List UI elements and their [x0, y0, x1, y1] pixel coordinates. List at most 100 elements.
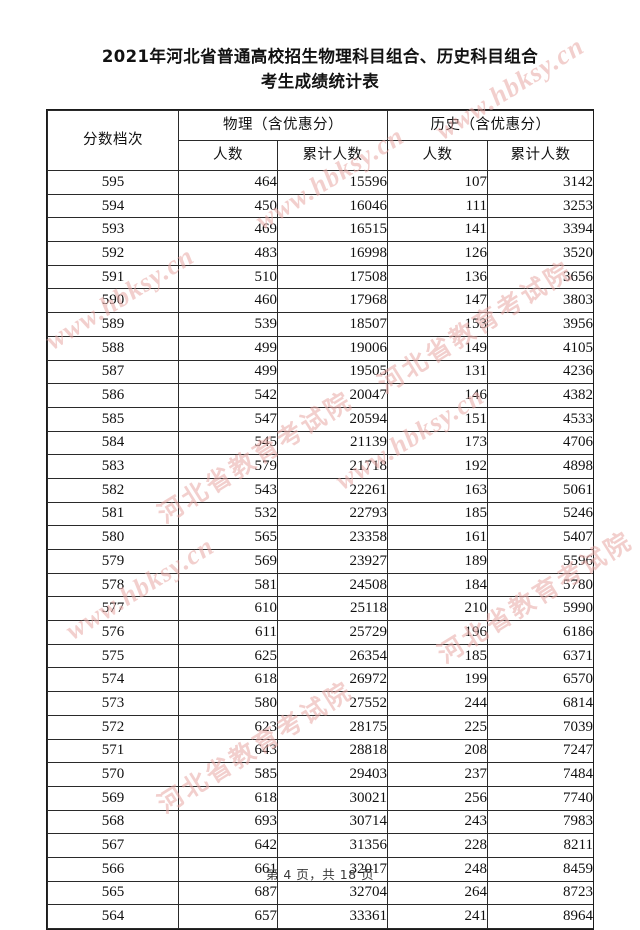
cell-history-count: 256	[387, 785, 488, 811]
cell-history-count: 225	[387, 714, 488, 740]
cell-history-count: 153	[387, 312, 488, 337]
cell-score-rank: 570	[47, 762, 179, 787]
cell-history-count: 141	[387, 217, 488, 243]
table-row: 566 661 32017 248 8459	[47, 856, 594, 882]
cell-history-cumulative: 7039	[487, 714, 594, 740]
cell-physics-count: 542	[178, 383, 278, 408]
cell-history-cumulative: 7484	[487, 762, 594, 787]
cell-score-rank: 586	[47, 383, 179, 408]
cell-physics-cumulative: 30714	[277, 809, 388, 835]
cell-score-rank: 587	[47, 359, 179, 385]
cell-score-rank: 584	[47, 430, 179, 456]
cell-history-count: 149	[387, 335, 488, 361]
cell-score-rank: 575	[47, 643, 179, 669]
cell-history-cumulative: 4898	[487, 454, 594, 479]
cell-physics-count: 499	[178, 335, 278, 361]
cell-physics-count: 693	[178, 809, 278, 835]
cell-history-cumulative: 6570	[487, 667, 594, 693]
table-row: 581 532 22793 185 5246	[47, 501, 594, 527]
cell-physics-count: 545	[178, 430, 278, 456]
cell-score-rank: 582	[47, 477, 179, 503]
table-row: 593 469 16515 141 3394	[47, 217, 594, 243]
cell-history-count: 185	[387, 501, 488, 527]
cell-history-count: 111	[387, 193, 488, 219]
table-row: 583 579 21718 192 4898	[47, 454, 594, 479]
cell-physics-count: 510	[178, 264, 278, 290]
cell-history-count: 185	[387, 643, 488, 669]
cell-physics-count: 585	[178, 762, 278, 787]
header-score-rank: 分数档次	[47, 110, 179, 171]
cell-history-cumulative: 5596	[487, 549, 594, 574]
cell-physics-cumulative: 24508	[277, 572, 388, 598]
cell-history-count: 173	[387, 430, 488, 456]
table-row: 578 581 24508 184 5780	[47, 572, 594, 598]
cell-physics-count: 532	[178, 501, 278, 527]
cell-physics-cumulative: 18507	[277, 312, 388, 337]
cell-physics-count: 539	[178, 312, 278, 337]
cell-physics-count: 450	[178, 193, 278, 219]
cell-physics-count: 643	[178, 738, 278, 764]
table-row: 594 450 16046 111 3253	[47, 193, 594, 219]
cell-history-cumulative: 6814	[487, 691, 594, 716]
table-row: 592 483 16998 126 3520	[47, 241, 594, 266]
table-row: 568 693 30714 243 7983	[47, 809, 594, 835]
cell-history-count: 264	[387, 880, 488, 906]
cell-physics-cumulative: 21718	[277, 454, 388, 479]
table-row: 590 460 17968 147 3803	[47, 288, 594, 314]
cell-score-rank: 579	[47, 549, 179, 574]
cell-history-count: 228	[387, 833, 488, 858]
table-row: 570 585 29403 237 7484	[47, 762, 594, 787]
cell-history-cumulative: 7247	[487, 738, 594, 764]
header-physics-cumulative: 累计人数	[277, 140, 388, 171]
cell-score-rank: 564	[47, 904, 179, 929]
cell-physics-cumulative: 17968	[277, 288, 388, 314]
cell-history-cumulative: 3394	[487, 217, 594, 243]
cell-physics-cumulative: 16515	[277, 217, 388, 243]
cell-score-rank: 573	[47, 691, 179, 716]
cell-physics-cumulative: 27552	[277, 691, 388, 716]
table-row: 589 539 18507 153 3956	[47, 312, 594, 337]
cell-history-cumulative: 5407	[487, 525, 594, 550]
score-statistics-table: 分数档次 物理（含优惠分） 历史（含优惠分） 人数 累计人数 人数 累计人数 5…	[47, 110, 594, 929]
cell-physics-cumulative: 29403	[277, 762, 388, 787]
cell-physics-cumulative: 31356	[277, 833, 388, 858]
cell-history-count: 151	[387, 406, 488, 432]
cell-history-count: 192	[387, 454, 488, 479]
table-row: 576 611 25729 196 6186	[47, 620, 594, 645]
cell-physics-cumulative: 28175	[277, 714, 388, 740]
document-page: www.hbksy.cn www.hbksy.cn www.hbksy.cn w…	[40, 30, 638, 930]
cell-score-rank: 588	[47, 335, 179, 361]
header-row-top: 分数档次 物理（含优惠分） 历史（含优惠分）	[47, 110, 594, 171]
cell-physics-cumulative: 33361	[277, 904, 388, 929]
cell-history-count: 163	[387, 477, 488, 503]
cell-history-cumulative: 7740	[487, 785, 594, 811]
cell-physics-count: 464	[178, 170, 278, 195]
cell-history-count: 210	[387, 596, 488, 622]
cell-physics-cumulative: 21139	[277, 430, 388, 456]
cell-history-cumulative: 8723	[487, 880, 594, 906]
page-footer: 第 4 页，共 18 页	[265, 867, 375, 882]
header-physics-count: 人数	[178, 140, 278, 171]
cell-physics-count: 657	[178, 904, 278, 929]
table-row: 567 642 31356 228 8211	[47, 833, 594, 858]
cell-physics-cumulative: 15596	[277, 170, 388, 195]
cell-history-count: 126	[387, 241, 488, 266]
cell-score-rank: 583	[47, 454, 179, 479]
cell-physics-cumulative: 22261	[277, 477, 388, 503]
header-history-cumulative: 累计人数	[487, 140, 594, 171]
cell-physics-cumulative: 17508	[277, 264, 388, 290]
cell-physics-cumulative: 32017	[277, 856, 388, 882]
cell-history-cumulative: 8459	[487, 856, 594, 882]
cell-physics-cumulative: 30021	[277, 785, 388, 811]
cell-history-cumulative: 5780	[487, 572, 594, 598]
cell-physics-cumulative: 22793	[277, 501, 388, 527]
cell-score-rank: 578	[47, 572, 179, 598]
table-row: 588 499 19006 149 4105	[47, 335, 594, 361]
cell-score-rank: 577	[47, 596, 179, 622]
cell-history-count: 107	[387, 170, 488, 195]
table-row: 575 625 26354 185 6371	[47, 643, 594, 669]
cell-history-cumulative: 3956	[487, 312, 594, 337]
cell-history-cumulative: 5990	[487, 596, 594, 622]
cell-history-count: 241	[387, 904, 488, 929]
cell-history-cumulative: 3253	[487, 193, 594, 219]
